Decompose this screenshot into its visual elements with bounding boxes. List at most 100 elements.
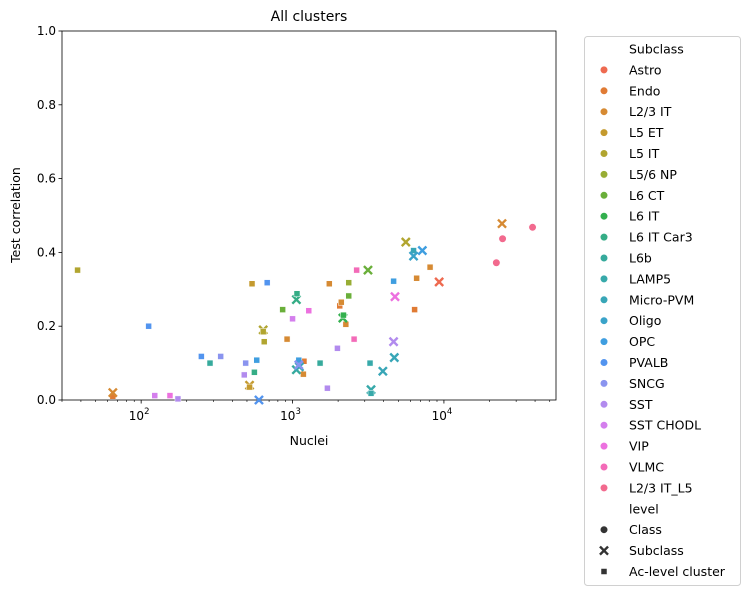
data-point	[345, 279, 352, 286]
y-tick-label: 0.6	[37, 172, 56, 186]
legend-label: L2/3 IT_L5	[629, 480, 693, 495]
data-point	[174, 395, 182, 403]
legend: Subclass Astro Endo L2/3 IT L5 ET L5 IT L5/6 N…	[584, 36, 741, 586]
legend-box	[584, 36, 741, 586]
legend-label: VLMC	[629, 460, 664, 475]
legend-label: SST	[629, 397, 653, 412]
y-tick-label: 0.2	[37, 319, 56, 333]
data-point	[248, 280, 256, 288]
x-tick-label: 102	[129, 407, 150, 423]
data-points	[74, 218, 537, 405]
legend-label: Micro-PVM	[629, 292, 694, 307]
legend-label: PVALB	[629, 355, 668, 370]
data-point	[434, 277, 445, 287]
legend-marker	[599, 65, 609, 74]
data-point	[388, 336, 399, 347]
legend-marker	[599, 149, 609, 158]
legend-marker	[599, 442, 609, 451]
legend-marker	[599, 274, 609, 284]
data-point	[390, 277, 397, 285]
data-point	[253, 356, 260, 364]
data-point	[366, 359, 374, 367]
data-point	[411, 306, 418, 313]
data-point	[259, 328, 267, 335]
chart-title: All clusters	[271, 9, 348, 25]
data-point	[166, 392, 174, 399]
legend-marker	[599, 421, 609, 430]
data-point	[283, 335, 291, 343]
legend-marker	[599, 525, 609, 534]
legend-marker	[599, 212, 609, 221]
data-point	[241, 371, 248, 379]
data-point	[340, 311, 347, 319]
data-point	[528, 223, 537, 232]
plot-frame	[61, 30, 557, 401]
data-point	[300, 370, 307, 378]
data-point	[263, 279, 271, 286]
legend-marker	[599, 191, 609, 200]
legend-marker	[599, 483, 609, 493]
data-point	[390, 291, 400, 302]
legend-marker	[599, 379, 609, 388]
data-point	[426, 263, 434, 271]
data-point	[350, 335, 358, 343]
legend-label: L5 ET	[629, 125, 664, 140]
data-point	[324, 384, 331, 392]
data-point	[377, 366, 388, 377]
legend-marker	[599, 128, 609, 137]
legend-marker	[599, 462, 609, 472]
data-point	[410, 247, 417, 254]
legend-marker	[599, 295, 609, 304]
data-point	[498, 234, 507, 243]
legend-label: SST CHODL	[629, 418, 701, 433]
data-point	[363, 265, 373, 276]
legend-label: SNCG	[629, 376, 665, 391]
data-point	[107, 387, 118, 398]
data-point	[326, 280, 333, 288]
legend-label: L5/6 NP	[629, 167, 677, 182]
data-point	[206, 359, 214, 367]
y-tick-label: 1.0	[37, 24, 56, 38]
data-point	[334, 345, 341, 352]
data-point	[413, 274, 420, 282]
data-point	[353, 266, 360, 274]
data-point	[74, 266, 81, 274]
data-point	[198, 353, 205, 360]
data-point	[400, 237, 411, 247]
legend-label: L6b	[629, 251, 652, 266]
data-point	[289, 315, 296, 323]
x-tick-label: 103	[280, 407, 301, 423]
legend-label: L6 CT	[629, 188, 665, 203]
data-point	[345, 292, 352, 300]
legend-label: L2/3 IT	[629, 104, 672, 119]
data-point	[279, 306, 286, 313]
data-point	[316, 359, 324, 367]
legend-title-subclass: Subclass	[629, 42, 684, 57]
data-point	[293, 360, 304, 370]
data-point	[246, 383, 253, 391]
legend-marker	[599, 253, 609, 263]
y-tick-label: 0.4	[37, 245, 56, 259]
data-point	[367, 390, 375, 397]
legend-label: L6 IT	[629, 209, 660, 224]
data-point	[254, 395, 264, 405]
data-point	[217, 353, 224, 360]
legend-marker	[599, 545, 609, 556]
legend-label: LAMP5	[629, 271, 671, 286]
legend-label: Subclass	[629, 543, 684, 558]
x-tick-label: 104	[432, 407, 453, 423]
data-point	[242, 359, 249, 367]
data-point	[293, 290, 301, 297]
data-point	[251, 369, 258, 376]
legend-label: Ac-level cluster	[629, 564, 726, 579]
legend-label: L6 IT Car3	[629, 230, 693, 245]
y-tick-label: 0.8	[37, 98, 56, 112]
legend-label: L5 IT	[629, 146, 660, 161]
legend-marker	[600, 568, 608, 575]
legend-label: Oligo	[629, 313, 661, 328]
data-point	[389, 352, 400, 363]
data-point	[291, 294, 302, 305]
legend-marker	[599, 358, 609, 367]
data-point	[497, 218, 507, 229]
